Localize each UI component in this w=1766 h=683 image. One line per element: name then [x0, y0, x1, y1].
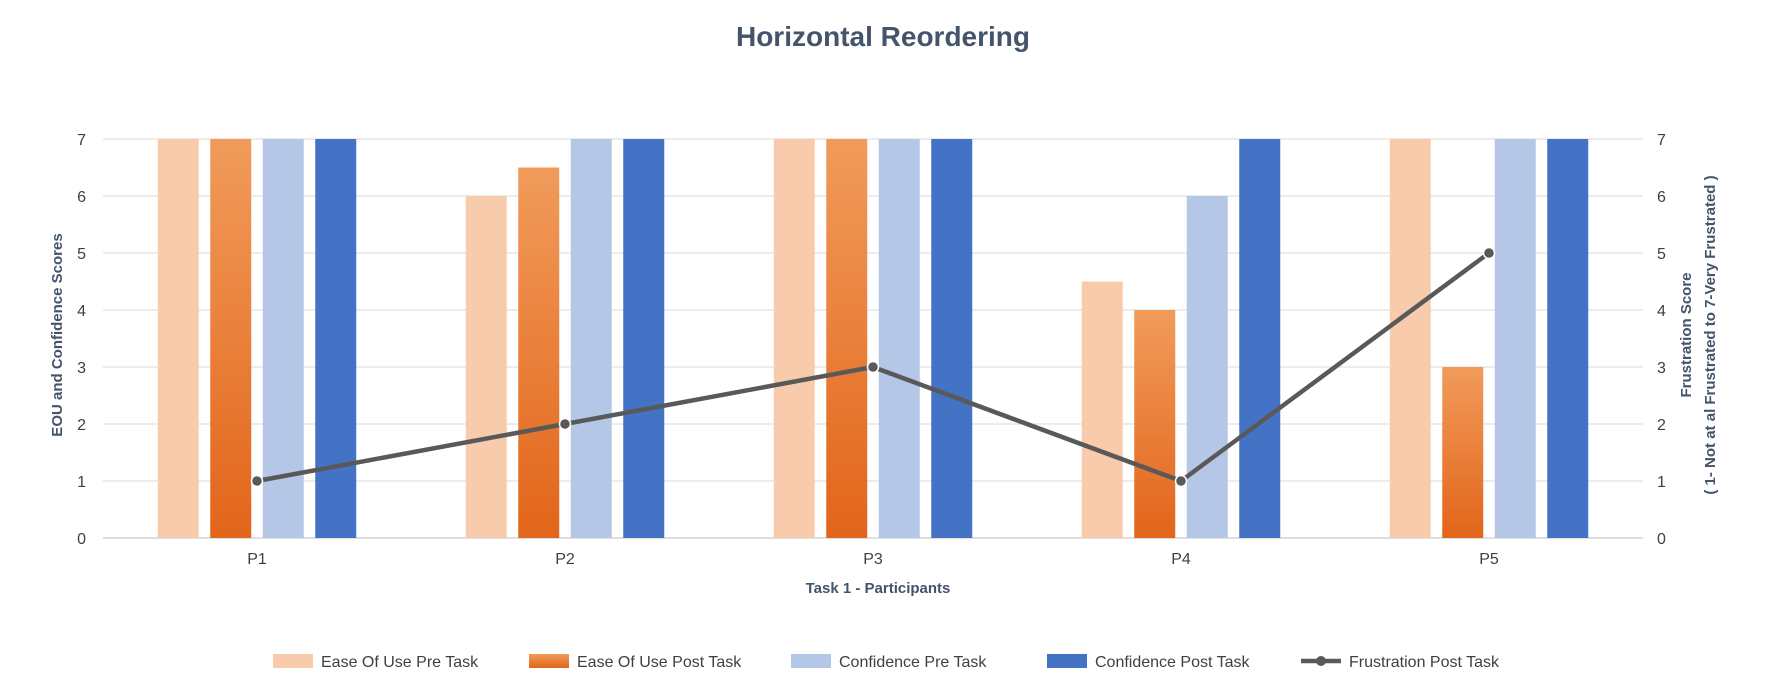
y2-tick-label: 5: [1657, 246, 1666, 263]
legend-swatch: [273, 654, 313, 668]
bar: [1389, 139, 1431, 538]
legend-label: Frustration Post Task: [1349, 654, 1500, 671]
legend: Ease Of Use Pre Task Ease Of Use Post Tas…: [273, 654, 1500, 671]
y-tick-label: 5: [77, 246, 86, 263]
bar: [1081, 281, 1123, 538]
legend-label: Confidence Pre Task: [839, 654, 987, 671]
bar: [570, 139, 612, 538]
bar: [1442, 367, 1484, 538]
frustration-line: [250, 246, 1496, 488]
bar: [518, 167, 560, 538]
y2-tick-label: 1: [1657, 474, 1666, 491]
bar: [1134, 310, 1176, 538]
legend-item: Frustration Post Task: [1301, 654, 1500, 671]
bar: [878, 139, 920, 538]
bar: [157, 139, 199, 538]
bar: [465, 196, 507, 538]
legend-item: Ease Of Use Pre Task: [273, 654, 479, 671]
y-tick-label: 3: [77, 360, 86, 377]
bar: [931, 139, 973, 538]
y2-tick-label: 3: [1657, 360, 1666, 377]
legend-item: Ease Of Use Post Task: [529, 654, 742, 671]
legend-label: Ease Of Use Post Task: [577, 654, 742, 671]
y-tick-label: 0: [77, 531, 86, 548]
y-tick-label: 7: [77, 132, 86, 149]
x-tick-label: P3: [863, 551, 883, 568]
legend-swatch: [529, 654, 569, 668]
x-tick-label: P4: [1171, 551, 1191, 568]
legend-swatch: [791, 654, 831, 668]
y2-axis-title-line2: ( 1- Not at al Frustrated to 7-Very Frus…: [1702, 175, 1719, 494]
bar: [315, 139, 357, 538]
bar: [1186, 196, 1228, 538]
legend-swatch: [1047, 654, 1087, 668]
x-tick-label: P2: [555, 551, 575, 568]
y2-tick-label: 6: [1657, 189, 1666, 206]
line-point: [1482, 246, 1496, 260]
legend-label: Confidence Post Task: [1095, 654, 1250, 671]
x-tick-label: P5: [1479, 551, 1499, 568]
y-axis-title: EOU and Confidence Scores: [49, 233, 66, 436]
bars: [157, 139, 1589, 538]
bar: [623, 139, 665, 538]
x-axis-title: Task 1 - Participants: [806, 580, 951, 597]
x-axis-ticks: P1 P2 P3 P4 P5: [247, 551, 1499, 568]
y2-axis-title-line1: Frustration Score: [1678, 272, 1695, 397]
bar: [773, 139, 815, 538]
bar: [1239, 139, 1281, 538]
y2-axis-ticks: 0 1 2 3 4 5 6 7: [1657, 132, 1666, 548]
y-axis-ticks: 0 1 2 3 4 5 6 7: [77, 132, 86, 548]
line-point: [1174, 474, 1188, 488]
y2-tick-label: 2: [1657, 417, 1666, 434]
bar: [1494, 139, 1536, 538]
y2-tick-label: 0: [1657, 531, 1666, 548]
legend-item: Confidence Post Task: [1047, 654, 1250, 671]
legend-label: Ease Of Use Pre Task: [321, 654, 479, 671]
bar: [1547, 139, 1589, 538]
legend-marker: [1316, 656, 1326, 666]
legend-item: Confidence Pre Task: [791, 654, 987, 671]
chart-title: Horizontal Reordering: [736, 21, 1030, 52]
x-tick-label: P1: [247, 551, 267, 568]
y-tick-label: 6: [77, 189, 86, 206]
bar: [826, 139, 868, 538]
line-point: [866, 360, 880, 374]
y-tick-label: 1: [77, 474, 86, 491]
y2-tick-label: 4: [1657, 303, 1666, 320]
y2-tick-label: 7: [1657, 132, 1666, 149]
line-point: [558, 417, 572, 431]
line-point: [250, 474, 264, 488]
gridlines: [103, 138, 1643, 539]
bar: [210, 139, 252, 538]
y-tick-label: 4: [77, 303, 86, 320]
y-tick-label: 2: [77, 417, 86, 434]
